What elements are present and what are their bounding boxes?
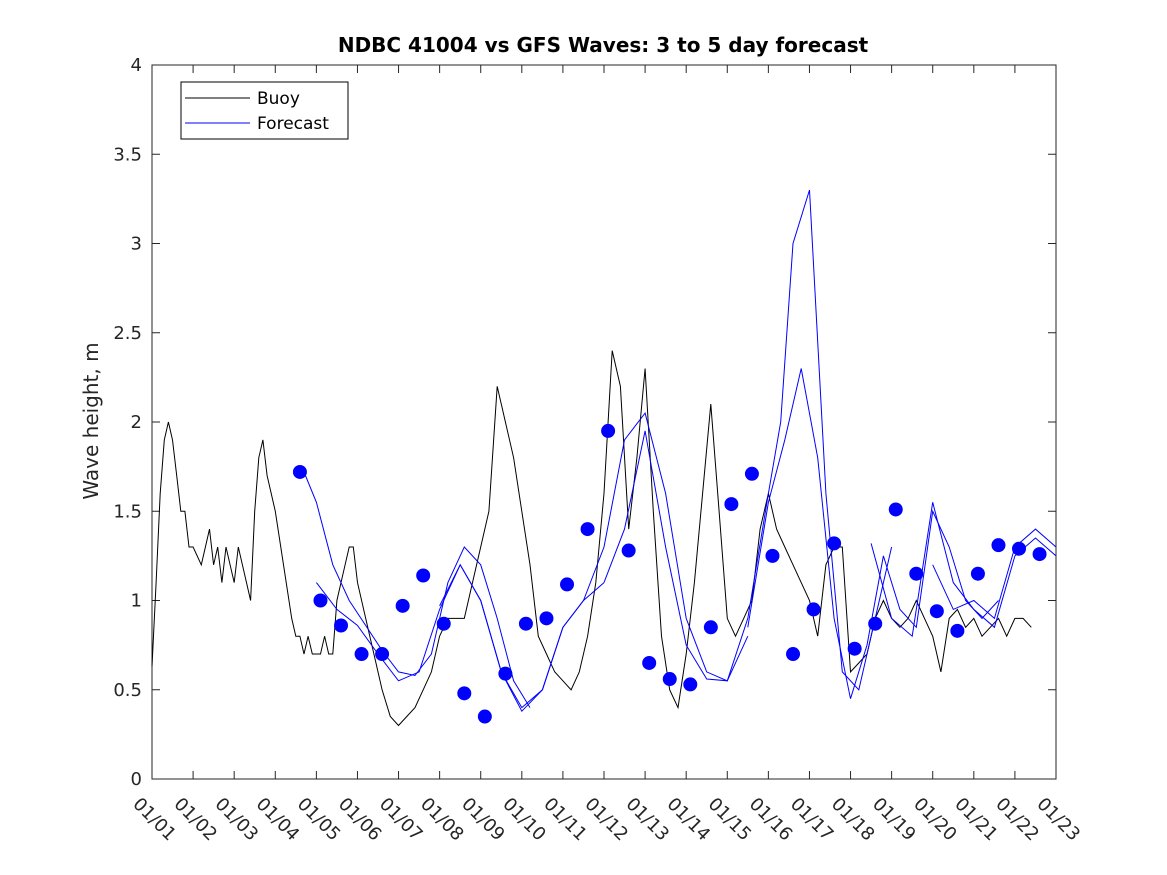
plot-area: 00.511.522.533.5401/0101/0201/0301/0401/…: [113, 55, 1084, 845]
x-tick-label: 01/23: [1032, 794, 1084, 846]
forecast-marker: [436, 616, 451, 631]
forecast-marker: [806, 602, 821, 617]
x-tick-label: 01/21: [950, 794, 1002, 846]
x-tick-label: 01/14: [663, 794, 715, 846]
y-tick-label: 4: [131, 55, 142, 76]
y-tick-label: 0.5: [113, 680, 142, 701]
y-tick-label: 3.5: [113, 144, 142, 165]
forecast-marker: [601, 423, 616, 438]
y-tick-label: 3: [131, 234, 142, 255]
y-axis-label: Wave height, m: [79, 342, 103, 499]
forecast-marker: [539, 611, 554, 626]
y-tick-label: 2.5: [113, 323, 142, 344]
forecast-run-line: [303, 471, 531, 708]
y-tick-label: 1: [131, 591, 142, 612]
x-tick-label: 01/12: [580, 794, 632, 846]
x-tick-label: 01/09: [457, 794, 509, 846]
axes-box: [151, 64, 1057, 780]
legend-buoy-label: Buoy: [257, 89, 300, 109]
x-tick-label: 01/13: [622, 794, 674, 846]
forecast-marker: [724, 497, 739, 512]
forecast-marker: [477, 709, 492, 724]
forecast-marker: [683, 677, 698, 692]
forecast-marker: [621, 543, 636, 558]
forecast-marker: [375, 647, 390, 662]
x-tick-label: 01/04: [252, 794, 304, 846]
forecast-marker: [950, 623, 965, 638]
legend-forecast-label: Forecast: [257, 114, 329, 134]
forecast-marker: [518, 616, 533, 631]
forecast-marker: [334, 618, 349, 633]
forecast-marker: [662, 672, 677, 687]
x-tick-label: 01/16: [745, 794, 797, 846]
forecast-run-line: [747, 368, 999, 699]
forecast-marker: [1032, 547, 1047, 562]
y-tick-label: 2: [131, 412, 142, 433]
legend: Buoy Forecast: [180, 81, 349, 140]
forecast-marker: [847, 641, 862, 656]
forecast-marker: [970, 566, 985, 581]
x-tick-label: 01/06: [334, 794, 386, 846]
forecast-marker: [868, 616, 883, 631]
forecast-marker: [827, 536, 842, 551]
x-tick-label: 01/22: [991, 794, 1043, 846]
forecast-marker: [416, 568, 431, 583]
forecast-marker: [1012, 541, 1027, 556]
x-tick-label: 01/02: [170, 794, 222, 846]
forecast-marker: [991, 538, 1006, 553]
forecast-marker: [313, 593, 328, 608]
forecast-marker: [354, 647, 369, 662]
forecast-run-line: [932, 528, 1057, 620]
x-tick-label: 01/17: [786, 794, 838, 846]
forecast-run-line: [439, 411, 749, 713]
x-tick-label: 01/01: [128, 794, 180, 846]
x-tick-label: 01/08: [416, 794, 468, 846]
x-tick-label: 01/03: [211, 794, 263, 846]
forecast-marker: [744, 466, 759, 481]
forecast-run-line: [870, 502, 1057, 638]
forecast-run-line: [603, 189, 893, 691]
legend-box: [180, 81, 349, 140]
forecast-marker: [765, 548, 780, 563]
forecast-marker: [498, 666, 513, 681]
buoy-series-line: [151, 350, 1032, 727]
x-tick-label: 01/07: [375, 794, 427, 846]
x-tick-label: 01/18: [827, 794, 879, 846]
forecast-marker: [786, 647, 801, 662]
forecast-marker: [909, 566, 924, 581]
forecast-marker: [929, 604, 944, 619]
y-tick-label: 0: [131, 769, 142, 790]
chart-title: NDBC 41004 vs GFS Waves: 3 to 5 day fore…: [338, 33, 869, 57]
forecast-marker: [560, 577, 575, 592]
y-tick-label: 1.5: [113, 501, 142, 522]
x-tick-label: 01/11: [539, 794, 591, 846]
x-tick-label: 01/19: [868, 794, 920, 846]
forecast-marker: [703, 620, 718, 635]
forecast-marker: [457, 686, 472, 701]
forecast-marker: [292, 464, 307, 479]
x-tick-label: 01/15: [704, 794, 756, 846]
x-tick-label: 01/05: [293, 794, 345, 846]
forecast-marker: [642, 655, 657, 670]
forecast-marker: [580, 522, 595, 537]
forecast-marker: [888, 502, 903, 517]
x-tick-label: 01/10: [498, 794, 550, 846]
forecast-marker: [395, 598, 410, 613]
x-tick-label: 01/20: [909, 794, 961, 846]
